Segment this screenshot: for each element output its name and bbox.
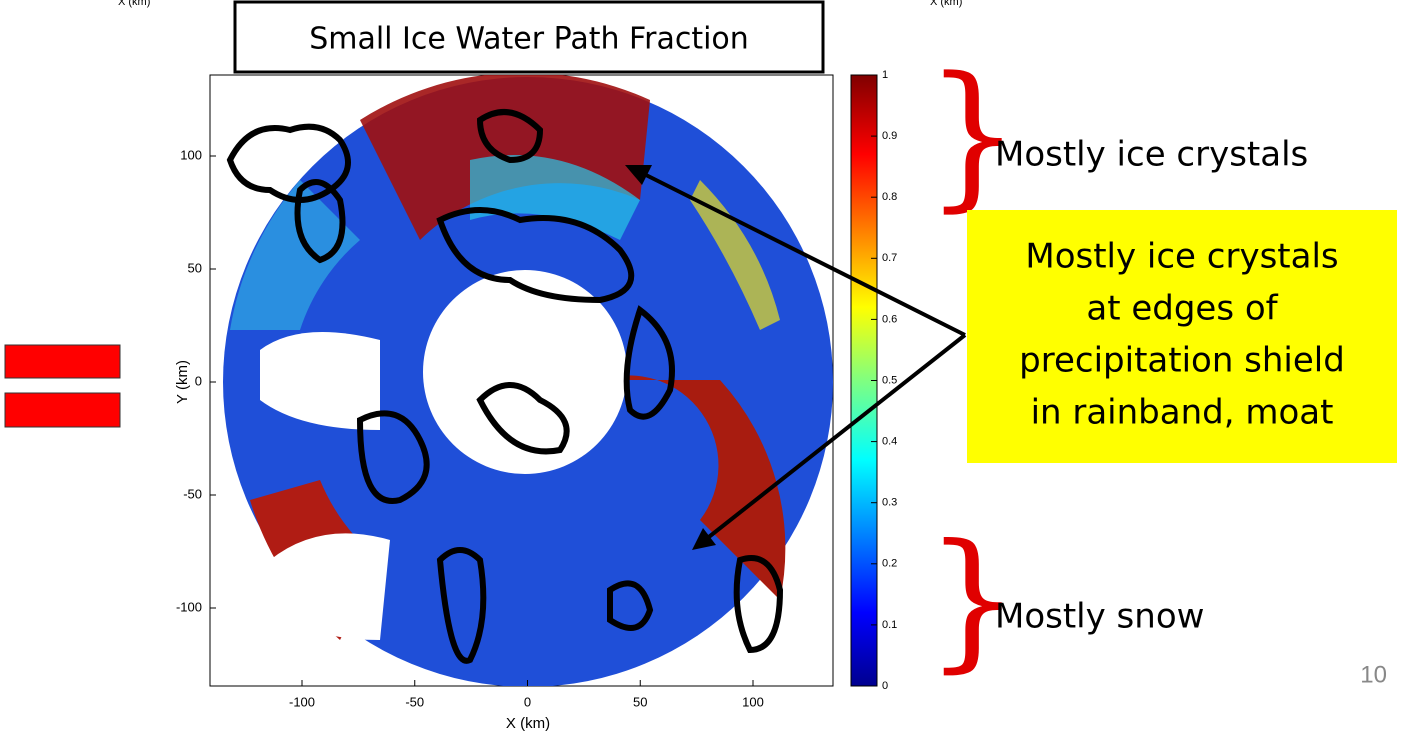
radar-image	[223, 73, 833, 687]
x-tick-label: 100	[742, 694, 764, 709]
colorbar-tick-label: 0.3	[882, 497, 897, 509]
colorbar-tick-label: 0.1	[882, 619, 897, 631]
annotation: Mostly snow	[995, 597, 1204, 637]
x-axis-label: X (km)	[506, 715, 550, 732]
colorbar-tick-label: 0.9	[882, 130, 897, 142]
slide-canvas: X (km) X (km) Small Ice Water Path Fract…	[0, 0, 1407, 735]
colorbar-tick-label: 0.4	[882, 436, 897, 448]
colorbar-tick-label: 0.5	[882, 374, 897, 386]
y-tick-label: -100	[176, 599, 202, 614]
callout-line: Mostly ice crystals	[1025, 237, 1338, 277]
callout-line: precipitation shield	[1019, 341, 1345, 381]
y-tick-label: -50	[183, 486, 202, 501]
equals-bar	[5, 345, 120, 378]
equals-bar	[5, 393, 120, 427]
x-tick-label: -50	[405, 694, 424, 709]
plot-title: Small Ice Water Path Fraction	[309, 22, 749, 57]
callout-line: at edges of	[1086, 289, 1278, 329]
x-tick-label: 0	[524, 694, 531, 709]
cut-label: X (km)	[118, 0, 150, 8]
slide: X (km) X (km) Small Ice Water Path Fract…	[0, 0, 1407, 735]
y-tick-label: 0	[195, 373, 202, 388]
cut-label: X (km)	[930, 0, 962, 8]
x-tick-label: -100	[289, 694, 315, 709]
colorbar-tick-label: 0.7	[882, 252, 897, 264]
page-number: 10	[1360, 661, 1387, 688]
colorbar-tick-label: 1	[882, 69, 888, 81]
y-axis-label: Y (km)	[174, 360, 191, 404]
annotation: Mostly ice crystals	[995, 135, 1308, 175]
y-tick-label: 100	[180, 147, 202, 162]
x-tick-label: 50	[633, 694, 647, 709]
colorbar-tick-label: 0.6	[882, 313, 897, 325]
y-tick-label: 50	[188, 260, 202, 275]
colorbar-tick-label: 0	[882, 680, 888, 692]
colorbar-tick-label: 0.8	[882, 191, 897, 203]
callout-line: in rainband, moat	[1031, 393, 1334, 433]
colorbar-tick-label: 0.2	[882, 558, 897, 570]
